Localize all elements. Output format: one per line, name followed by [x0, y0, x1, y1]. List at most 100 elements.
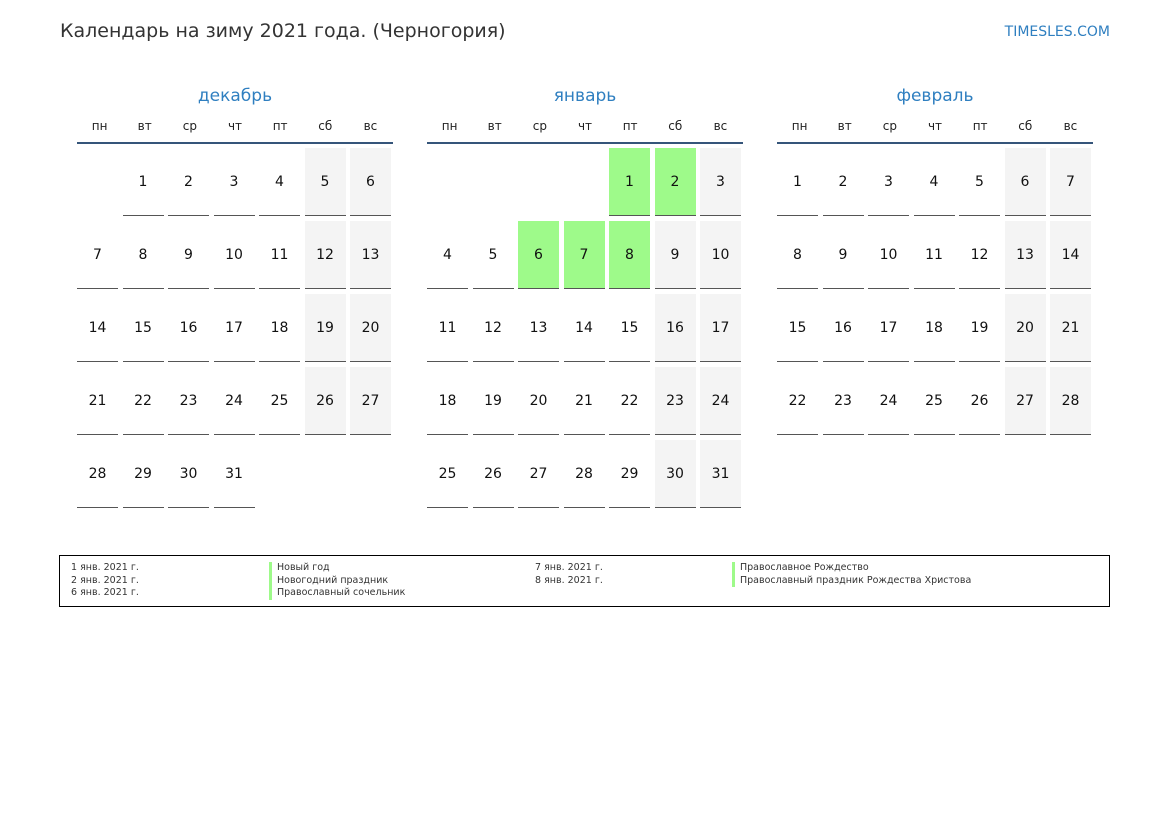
day-cell[interactable]: 13: [350, 221, 391, 289]
day-cell[interactable]: 16: [822, 294, 864, 362]
day-cell[interactable]: 15: [122, 294, 164, 362]
day-cell[interactable]: 22: [609, 367, 650, 435]
day-cell[interactable]: 18: [427, 367, 468, 435]
day-cell[interactable]: 24: [868, 367, 909, 435]
day-cell[interactable]: 26: [472, 440, 514, 508]
day-cell[interactable]: 7: [77, 221, 118, 289]
weekday-label: пн: [91, 119, 108, 133]
day-cell[interactable]: 9: [654, 221, 696, 289]
day-cell[interactable]: 5: [304, 148, 346, 216]
weekday-label: пт: [272, 119, 288, 133]
day-cell[interactable]: 6: [350, 148, 391, 216]
day-cell[interactable]: 28: [563, 440, 605, 508]
day-cell[interactable]: 7: [1050, 148, 1091, 216]
day-cell[interactable]: 15: [777, 294, 818, 362]
day-cell[interactable]: 12: [304, 221, 346, 289]
day-cell[interactable]: 16: [168, 294, 209, 362]
day-cell[interactable]: 3: [868, 148, 909, 216]
day-cell[interactable]: 29: [609, 440, 650, 508]
day-cell[interactable]: 19: [959, 294, 1000, 362]
day-cell[interactable]: 9: [168, 221, 209, 289]
day-cell[interactable]: 29: [122, 440, 164, 508]
day-cell[interactable]: 4: [913, 148, 955, 216]
day-cell[interactable]: 16: [654, 294, 696, 362]
day-cell[interactable]: 21: [1050, 294, 1091, 362]
day-cell[interactable]: 10: [868, 221, 909, 289]
day-cell[interactable]: 11: [427, 294, 468, 362]
day-cell[interactable]: 5: [959, 148, 1000, 216]
day-cell[interactable]: 20: [518, 367, 559, 435]
day-cell[interactable]: 19: [472, 367, 514, 435]
day-cell[interactable]: 12: [959, 221, 1000, 289]
day-cell[interactable]: 24: [213, 367, 255, 435]
day-cell[interactable]: 30: [654, 440, 696, 508]
day-cell[interactable]: 1: [122, 148, 164, 216]
day-cell[interactable]: 10: [700, 221, 741, 289]
day-cell[interactable]: 20: [1004, 294, 1046, 362]
day-cell[interactable]: 23: [654, 367, 696, 435]
day-cell[interactable]: 8: [609, 221, 650, 289]
day-cell[interactable]: 17: [213, 294, 255, 362]
legend-date: 8 янв. 2021 г.: [535, 574, 603, 586]
day-cell[interactable]: 24: [700, 367, 741, 435]
day-cell[interactable]: 6: [1004, 148, 1046, 216]
day-cell[interactable]: 27: [1004, 367, 1046, 435]
weekday-label: вт: [837, 119, 852, 133]
day-cell[interactable]: 23: [168, 367, 209, 435]
day-cell[interactable]: 31: [700, 440, 741, 508]
day-cell[interactable]: 18: [259, 294, 300, 362]
day-cell[interactable]: 4: [427, 221, 468, 289]
day-cell[interactable]: 1: [609, 148, 650, 216]
month-name: февраль: [896, 86, 974, 106]
month-0: декабрь пн вт ср чт пт сб вс 1 2 3 4 5 6 7 8 9 10 11 12 13 14…: [77, 84, 393, 513]
day-cell[interactable]: 7: [563, 221, 605, 289]
day-cell[interactable]: 28: [1050, 367, 1091, 435]
day-cell[interactable]: 17: [700, 294, 741, 362]
day-cell[interactable]: 2: [822, 148, 864, 216]
day-cell[interactable]: 22: [777, 367, 818, 435]
day-cell[interactable]: 8: [777, 221, 818, 289]
day-cell[interactable]: 11: [259, 221, 300, 289]
day-cell[interactable]: 19: [304, 294, 346, 362]
day-cell[interactable]: 4: [259, 148, 300, 216]
day-cell[interactable]: 22: [122, 367, 164, 435]
day-cell[interactable]: 17: [868, 294, 909, 362]
day-cell[interactable]: 13: [1004, 221, 1046, 289]
day-cell[interactable]: 26: [304, 367, 346, 435]
day-cell[interactable]: 21: [77, 367, 118, 435]
day-cell[interactable]: 30: [168, 440, 209, 508]
day-cell[interactable]: 2: [168, 148, 209, 216]
day-cell[interactable]: 15: [609, 294, 650, 362]
day-cell[interactable]: 2: [654, 148, 696, 216]
day-cell[interactable]: 5: [472, 221, 514, 289]
day-cell[interactable]: 18: [913, 294, 955, 362]
day-cell[interactable]: 14: [1050, 221, 1091, 289]
day-cell[interactable]: 10: [213, 221, 255, 289]
day-cell[interactable]: 3: [700, 148, 741, 216]
day-cell[interactable]: 27: [350, 367, 391, 435]
day-cell[interactable]: 14: [563, 294, 605, 362]
day-cell[interactable]: 23: [822, 367, 864, 435]
day-cell[interactable]: 21: [563, 367, 605, 435]
day-cell[interactable]: 1: [777, 148, 818, 216]
day-cell[interactable]: 12: [472, 294, 514, 362]
day-cell[interactable]: 11: [913, 221, 955, 289]
day-cell[interactable]: 26: [959, 367, 1000, 435]
day-cell[interactable]: 13: [518, 294, 559, 362]
day-cell[interactable]: 9: [822, 221, 864, 289]
day-cell[interactable]: 20: [350, 294, 391, 362]
day-cell[interactable]: 6: [518, 221, 559, 289]
day-cell[interactable]: 25: [259, 367, 300, 435]
day-cell[interactable]: 14: [77, 294, 118, 362]
day-cell[interactable]: 25: [427, 440, 468, 508]
weekday-label: вс: [1063, 119, 1078, 133]
day-cell[interactable]: 28: [77, 440, 118, 508]
weekday-label: ср: [532, 119, 547, 133]
day-cell[interactable]: 8: [122, 221, 164, 289]
day-cell[interactable]: 31: [213, 440, 255, 508]
weekday-label: чт: [577, 119, 593, 133]
day-cell[interactable]: 27: [518, 440, 559, 508]
site-link[interactable]: TIMESLES.COM: [1004, 24, 1110, 40]
day-cell[interactable]: 3: [213, 148, 255, 216]
day-cell[interactable]: 25: [913, 367, 955, 435]
